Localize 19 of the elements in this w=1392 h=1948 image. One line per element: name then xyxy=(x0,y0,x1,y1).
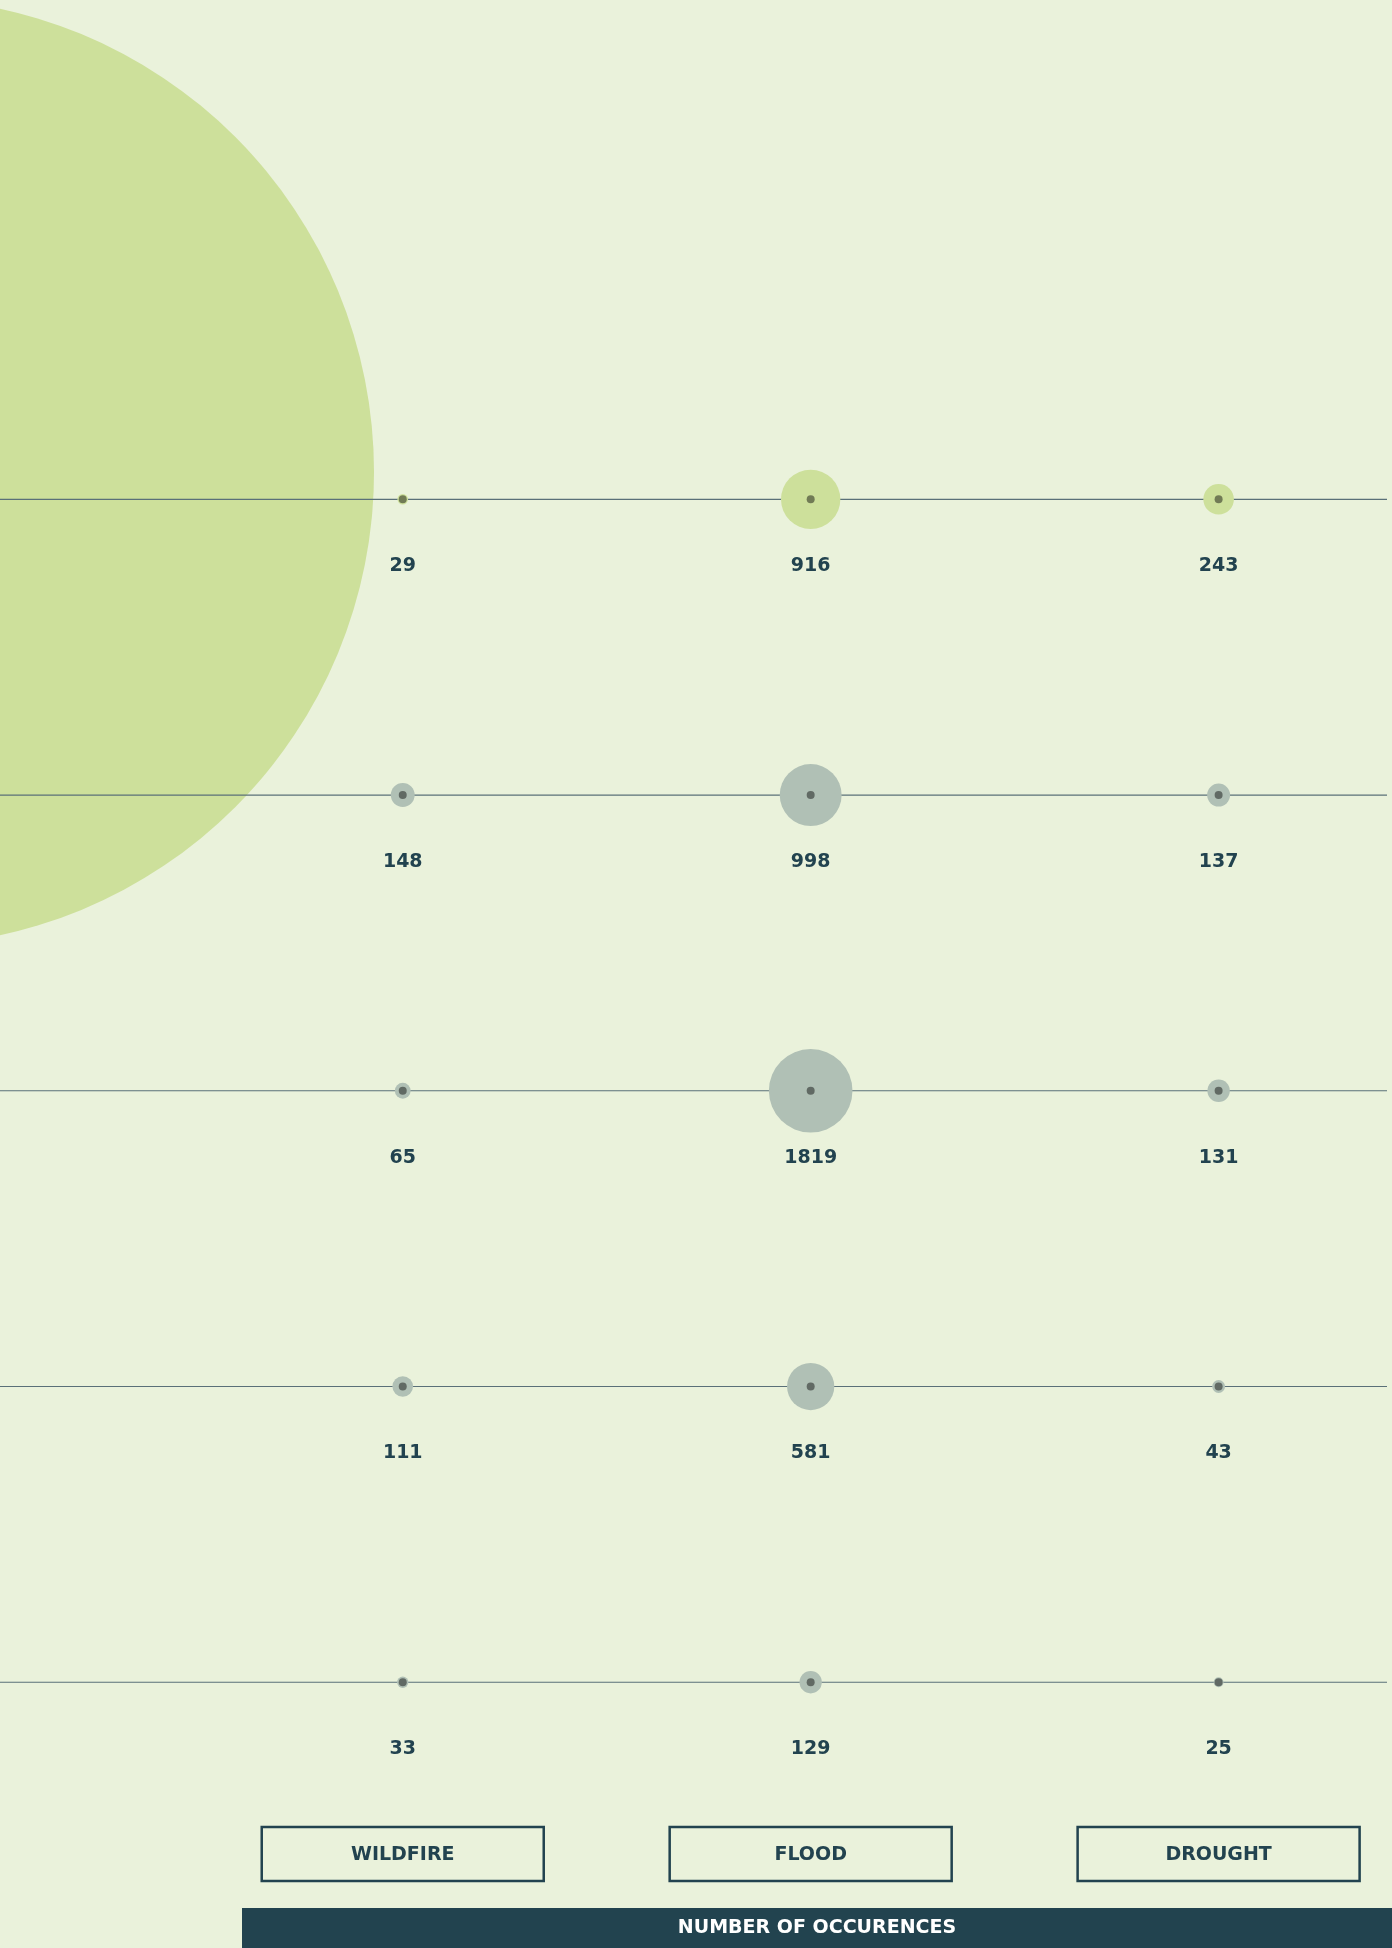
data-label: 65 xyxy=(389,1144,416,1167)
data-label: 148 xyxy=(382,848,423,871)
data-label: 1819 xyxy=(784,1144,838,1167)
data-label: 111 xyxy=(382,1440,423,1463)
text: NUMBER OF OCCURENCES xyxy=(677,1914,957,1937)
data-label: 129 xyxy=(790,1736,831,1759)
data-label: 137 xyxy=(1198,848,1239,871)
data-label: 43 xyxy=(1205,1440,1232,1463)
data-label: 131 xyxy=(1198,1144,1239,1167)
data-label: 33 xyxy=(389,1736,416,1759)
category-label: FLOOD xyxy=(774,1841,847,1864)
data-label: 581 xyxy=(790,1440,831,1463)
data-label: 916 xyxy=(790,553,831,576)
category-label: WILDFIRE xyxy=(350,1841,455,1864)
category-label: DROUGHT xyxy=(1165,1841,1272,1864)
data-label: 25 xyxy=(1205,1736,1232,1759)
data-label: 29 xyxy=(389,553,416,576)
data-label: 243 xyxy=(1198,553,1239,576)
data-label: 998 xyxy=(790,848,831,871)
